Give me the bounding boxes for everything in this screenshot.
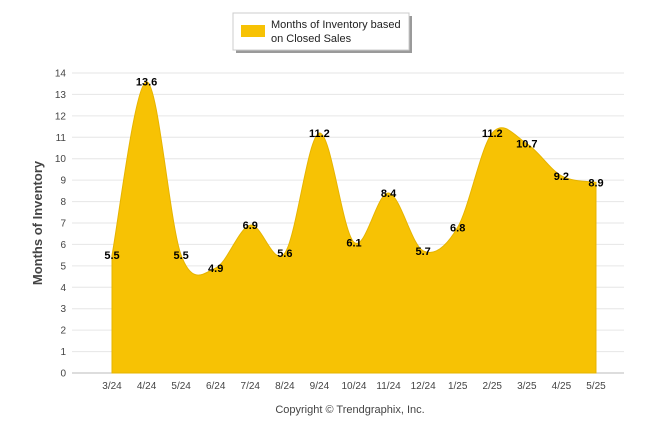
data-label: 5.5 bbox=[173, 250, 188, 262]
data-label: 6.8 bbox=[450, 222, 465, 234]
x-tick-label: 4/25 bbox=[552, 381, 572, 392]
data-label: 5.6 bbox=[277, 248, 292, 260]
y-tick-label: 9 bbox=[60, 176, 66, 187]
y-tick-label: 0 bbox=[60, 369, 66, 380]
x-tick-label: 10/24 bbox=[341, 381, 366, 392]
data-label: 11.2 bbox=[309, 128, 330, 140]
data-label: 13.6 bbox=[136, 77, 157, 89]
x-tick-label: 3/25 bbox=[517, 381, 537, 392]
y-tick-label: 4 bbox=[60, 283, 66, 294]
legend-label-line-1: Months of Inventory based bbox=[271, 19, 401, 31]
copyright-credit: Copyright © Trendgraphix, Inc. bbox=[275, 404, 424, 416]
legend: Months of Inventory based on Closed Sale… bbox=[232, 12, 412, 53]
y-tick-label: 7 bbox=[60, 219, 66, 230]
x-tick-label: 7/24 bbox=[241, 381, 261, 392]
data-label: 8.9 bbox=[588, 177, 603, 189]
x-tick-label: 9/24 bbox=[310, 381, 330, 392]
y-tick-label: 1 bbox=[60, 347, 66, 358]
data-labels: 5.5 13.6 5.5 4.9 6.9 5.6 11.2 6.1 8.4 5.7 6.8 11.2 1… bbox=[104, 77, 603, 275]
x-tick-label: 8/24 bbox=[275, 381, 295, 392]
y-tick-label: 3 bbox=[60, 304, 66, 315]
x-tick-label: 5/24 bbox=[171, 381, 191, 392]
x-tick-label: 6/24 bbox=[206, 381, 226, 392]
data-label: 8.4 bbox=[381, 188, 397, 200]
data-label: 11.2 bbox=[482, 128, 503, 140]
y-axis-label: Months of Inventory bbox=[30, 160, 45, 285]
y-tick-label: 5 bbox=[60, 261, 66, 272]
y-tick-label: 8 bbox=[60, 197, 66, 208]
data-label: 6.1 bbox=[346, 237, 361, 249]
y-tick-label: 6 bbox=[60, 240, 66, 251]
data-label: 5.5 bbox=[104, 250, 119, 262]
y-tick-label: 10 bbox=[55, 154, 67, 165]
y-tick-label: 12 bbox=[55, 111, 67, 122]
y-tick-label: 13 bbox=[55, 90, 67, 101]
y-tick-label: 2 bbox=[60, 326, 66, 337]
data-label: 5.7 bbox=[415, 246, 430, 258]
legend-label-line-2: on Closed Sales bbox=[271, 33, 352, 45]
data-label: 10.7 bbox=[516, 139, 537, 151]
y-tick-label: 14 bbox=[55, 69, 67, 80]
data-label: 6.9 bbox=[243, 220, 258, 232]
x-tick-label: 4/24 bbox=[137, 381, 157, 392]
y-tick-label: 11 bbox=[56, 133, 67, 144]
legend-swatch bbox=[241, 25, 265, 37]
x-axis-ticks: 3/24 4/24 5/24 6/24 7/24 8/24 9/24 10/24 11/24 12… bbox=[102, 381, 606, 392]
x-tick-label: 1/25 bbox=[448, 381, 468, 392]
x-tick-label: 3/24 bbox=[102, 381, 122, 392]
series-area bbox=[111, 81, 597, 374]
data-label: 4.9 bbox=[208, 263, 223, 275]
x-tick-label: 2/25 bbox=[483, 381, 503, 392]
x-tick-label: 11/24 bbox=[376, 381, 401, 392]
x-tick-label: 12/24 bbox=[411, 381, 436, 392]
x-tick-label: 5/25 bbox=[586, 381, 606, 392]
data-label: 9.2 bbox=[554, 171, 569, 183]
